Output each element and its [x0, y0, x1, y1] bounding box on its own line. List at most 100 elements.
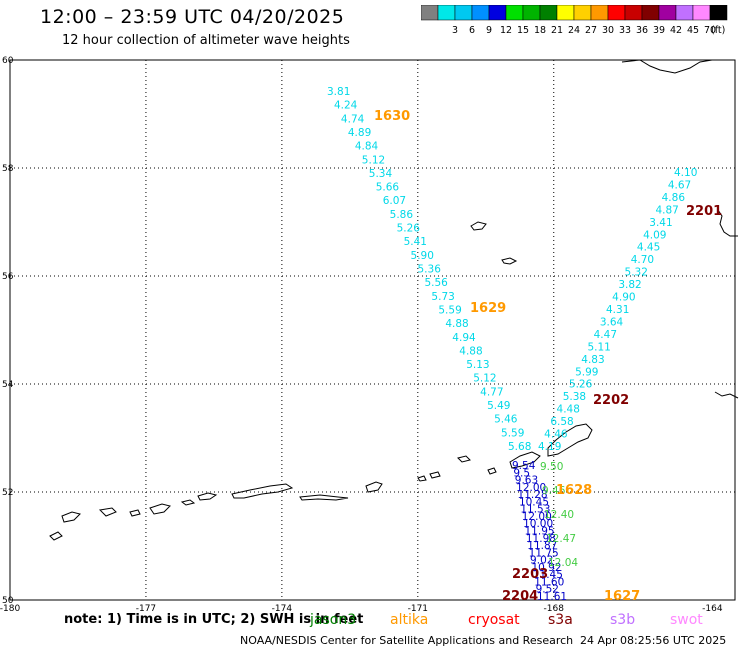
wave-height-label: 11.28 — [518, 489, 548, 501]
delarof-islands — [180, 492, 218, 506]
scale-tick-label: 42 — [670, 25, 682, 36]
lat-tick-label: 52 — [2, 488, 13, 498]
wave-height-label: 9.50 — [540, 461, 563, 473]
satellite-legend-item: altika — [390, 612, 429, 628]
wave-height-label: 4.24 — [334, 100, 358, 112]
scale-tick-label: 39 — [653, 25, 665, 36]
lon-tick-label: -171 — [408, 604, 428, 612]
satellite-legend-item: s3a — [548, 612, 573, 628]
pass-time-label: 1629 — [470, 301, 506, 316]
pass-time-label: 2201 — [686, 204, 722, 219]
wave-height-label: 6.58 — [550, 416, 573, 428]
st-george-island — [501, 257, 518, 265]
wave-height-label: 5.46 — [494, 414, 518, 426]
st-paul-island — [470, 221, 487, 231]
wave-height-label: 5.38 — [563, 391, 586, 403]
wave-height-label: 6.07 — [383, 195, 406, 207]
satellite-legend-item: jason3 — [310, 612, 357, 628]
satellite-legend-item: swot — [670, 612, 703, 628]
wave-height-label: 10.00 — [523, 518, 553, 530]
satellite-legend-item: s3b — [610, 612, 636, 628]
wave-height-label: 11.87 — [527, 540, 557, 552]
scale-tick-label: 33 — [619, 25, 631, 36]
lat-tick-label: 56 — [2, 272, 14, 282]
scale-tick-label: 3 — [452, 25, 458, 36]
wave-height-label: 5.68 — [508, 441, 531, 453]
lat-tick-label: 54 — [2, 380, 14, 390]
scale-tick-label: 70 — [704, 25, 716, 36]
wave-height-label: 9.46 — [542, 485, 566, 497]
pass-time-label: 2204 — [502, 589, 538, 604]
wave-height-label: 5.59 — [501, 427, 524, 439]
map-subtitle: 12 hour collection of altimeter wave hei… — [62, 33, 350, 48]
wave-height-label: 4.89 — [348, 127, 371, 139]
wave-height-label: 9.63 — [515, 475, 538, 487]
scale-unit-label: (ft) — [711, 25, 725, 36]
footnote: note: 1) Time is in UTC; 2) SWH is in fe… — [64, 612, 364, 627]
wave-height-label: 5.26 — [397, 223, 421, 235]
scale-tick-label: 15 — [517, 25, 529, 36]
wave-height-label: 4.19 — [538, 441, 561, 453]
wave-height-label: 5.56 — [424, 277, 448, 289]
wave-height-label: 5.99 — [575, 366, 598, 378]
alaska-mainland-coast — [621, 59, 713, 74]
lon-tick-label: -177 — [136, 604, 156, 612]
lat-lon-grid: -180 -177 -174 -171 -168 -164 60 58 56 54 52 50 — [0, 56, 736, 612]
wave-height-label: 10.92 — [531, 562, 561, 574]
map-title: 12:00 – 23:59 UTC 04/20/2025 — [40, 6, 345, 28]
map-frame — [9, 59, 736, 601]
altimeter-tracks: 3.814.244.744.894.845.125.345.666.075.86… — [327, 86, 697, 603]
atka-island — [365, 481, 383, 493]
wave-height-label: 5.12 — [473, 373, 496, 385]
islands-of-four-mountains — [457, 455, 497, 475]
wave-height-label: 9.5 — [513, 467, 530, 479]
wave-height-label: 4.88 — [445, 318, 468, 330]
wave-height-label: 5.36 — [418, 264, 442, 276]
scale-tick-label: 21 — [551, 25, 563, 36]
wave-height-label: 4.86 — [662, 192, 686, 204]
coastline — [49, 59, 739, 541]
scale-tick-label: 12 — [500, 25, 512, 36]
adak-islands — [231, 483, 294, 499]
wave-height-label: 3.64 — [600, 316, 624, 328]
scale-tick-label: 27 — [585, 25, 597, 36]
satellite-legend-item: cryosat — [468, 612, 520, 628]
wave-height-label: 3.82 — [618, 279, 641, 291]
alaska-peninsula-coast — [714, 391, 739, 399]
wave-height-label: 11.60 — [534, 576, 564, 588]
wave-height-label: 5.59 — [438, 304, 461, 316]
wave-height-label: 5.66 — [376, 182, 400, 194]
footer-credit: NOAA/NESDIS Center for Satellite Applica… — [240, 634, 574, 647]
wave-height-label: 12.00 — [516, 482, 546, 494]
pass-time-labels: 1630 1629 1628 1627 2201 2202 2203 2204 — [374, 109, 722, 604]
scale-tick-label: 24 — [568, 25, 580, 36]
wave-height-label: 5.49 — [487, 400, 510, 412]
scale-tick-label: 45 — [687, 25, 699, 36]
lat-tick-label: 50 — [2, 596, 14, 606]
wave-height-label: 4.70 — [631, 254, 654, 266]
wave-height-label: 4.77 — [480, 386, 503, 398]
wave-height-label: 11.75 — [529, 547, 559, 559]
wave-height-label: 4.09 — [643, 229, 666, 241]
wave-height-label: 4.87 — [655, 204, 678, 216]
wave-height-label: 5.13 — [466, 359, 489, 371]
wave-height-label: 4.10 — [674, 167, 697, 179]
umnak-island — [509, 451, 541, 469]
bristol-bay-coast — [717, 209, 738, 237]
wave-height-label: 4.67 — [668, 179, 691, 191]
wave-height-label: 4.45 — [637, 242, 660, 254]
footer-timestamp: 24 Apr 08:25:56 UTC 2025 — [580, 634, 727, 647]
scale-tick-label: 18 — [534, 25, 546, 36]
scale-swatch — [709, 5, 728, 21]
near-islands — [49, 511, 81, 541]
andreanof-islands — [299, 494, 349, 501]
wave-height-label: 3.41 — [649, 217, 672, 229]
wave-height-map: -180 -177 -174 -171 -168 -164 60 58 56 54 52 50 3.8… — [0, 56, 739, 612]
wave-height-label: 12.00 — [522, 511, 552, 523]
wave-height-label: 5.41 — [404, 236, 427, 248]
lat-tick-label: 60 — [2, 56, 14, 66]
wave-height-label: 12.04 — [548, 557, 578, 569]
wave-height-label: 12.40 — [544, 509, 574, 521]
wave-height-label: 5.11 — [587, 341, 610, 353]
wave-height-label: 5.90 — [411, 250, 434, 262]
